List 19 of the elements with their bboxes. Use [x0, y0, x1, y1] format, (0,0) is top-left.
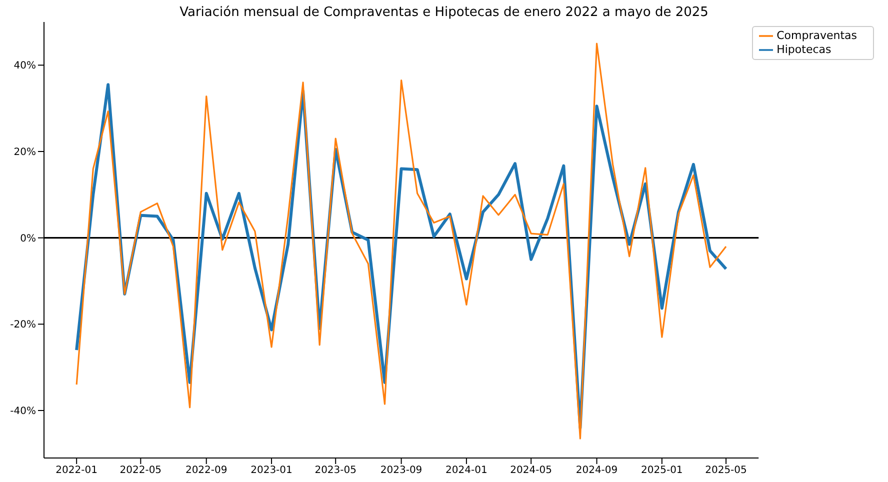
x-tick-label: 2024-01 — [446, 465, 488, 476]
legend-label: Compraventas — [776, 29, 857, 42]
y-tick-label: -20% — [10, 320, 36, 331]
x-tick-label: 2022-09 — [185, 465, 228, 476]
x-tick-label: 2022-05 — [120, 465, 162, 476]
chart-title: Variación mensual de Compraventas e Hipotecas de enero 2022 a mayo de 2025 — [178, 5, 710, 20]
x-tick-label: 2024-05 — [510, 465, 552, 476]
y-tick-label: -40% — [10, 406, 36, 418]
x-tick-label: 2025-01 — [641, 465, 683, 476]
y-tick-label: 20% — [14, 147, 36, 158]
x-tick-label: 2024-09 — [576, 465, 618, 476]
y-tick-label: 40% — [14, 60, 36, 72]
x-tick-label: 2023-09 — [380, 465, 422, 476]
x-tick-label: 2023-05 — [314, 465, 357, 476]
legend-label: Hipotecas — [776, 43, 832, 56]
y-tick-label: 0% — [20, 233, 36, 244]
x-tick-label: 2022-01 — [56, 465, 98, 476]
x-tick-label: 2025-05 — [705, 465, 747, 476]
x-tick-label: 2023-01 — [250, 465, 292, 476]
